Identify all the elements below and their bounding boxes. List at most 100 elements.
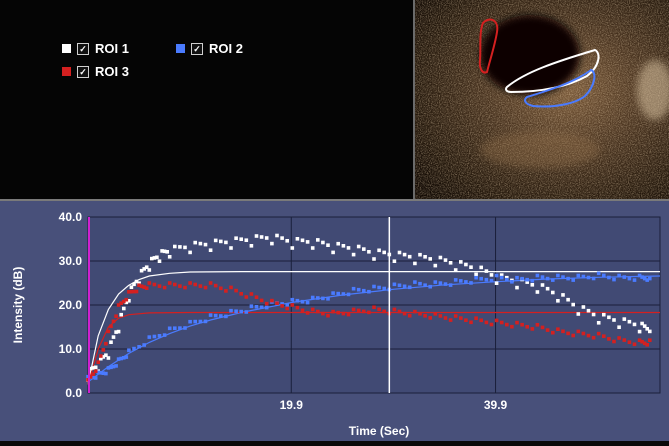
- data-point-roi-1: [535, 290, 540, 294]
- legend-panel: ✓ ROI 1 ✓ ROI 2 ✓ ROI 3: [0, 0, 413, 199]
- data-point-roi-3: [586, 333, 591, 338]
- data-point-roi-3: [622, 338, 627, 342]
- data-point-roi-2: [310, 295, 315, 300]
- roi-1-contour[interactable]: [505, 48, 600, 94]
- data-point-roi-1: [545, 286, 550, 291]
- data-point-roi-2: [571, 278, 575, 282]
- data-point-roi-2: [331, 291, 335, 295]
- data-point-roi-3: [147, 281, 152, 285]
- data-point-roi-3: [127, 290, 131, 294]
- data-point-roi-2: [637, 273, 642, 278]
- data-point-roi-3: [270, 298, 274, 303]
- data-point-roi-3: [219, 286, 223, 291]
- data-point-roi-2: [469, 281, 473, 285]
- data-point-roi-2: [111, 364, 116, 369]
- y-tick-label: 0.0: [65, 386, 82, 400]
- roi-2-contour[interactable]: [524, 68, 596, 108]
- data-point-roi-3: [540, 325, 545, 330]
- data-point-roi-1: [280, 236, 284, 240]
- roi-1-color-swatch: [62, 44, 71, 53]
- data-point-roi-2: [122, 356, 126, 360]
- data-point-roi-3: [290, 303, 295, 307]
- data-point-roi-1: [124, 300, 129, 305]
- legend-item-roi-1[interactable]: ✓ ROI 1: [62, 41, 129, 56]
- roi-2-checkbox[interactable]: ✓: [191, 42, 203, 55]
- data-point-roi-3: [101, 348, 106, 352]
- data-point-roi-2: [91, 375, 95, 380]
- y-axis-label: Intensity (dB): [11, 267, 25, 344]
- data-point-roi-1: [617, 325, 621, 329]
- data-point-roi-3: [129, 289, 134, 294]
- data-point-roi-2: [101, 371, 106, 375]
- legend-item-roi-2[interactable]: ✓ ROI 2: [176, 41, 243, 56]
- data-point-roi-1: [137, 281, 141, 285]
- data-point-roi-1: [336, 241, 340, 246]
- data-point-roi-2: [438, 281, 443, 285]
- data-point-roi-3: [336, 310, 340, 315]
- data-point-roi-2: [106, 366, 111, 370]
- data-point-roi-2: [213, 313, 218, 318]
- data-point-roi-3: [157, 284, 162, 288]
- data-point-roi-3: [627, 340, 632, 344]
- data-point-roi-2: [423, 283, 427, 287]
- data-point-roi-1: [270, 241, 274, 246]
- data-point-roi-1: [134, 279, 139, 284]
- data-point-roi-1: [142, 267, 146, 271]
- data-point-roi-1: [264, 236, 269, 240]
- data-point-roi-3: [167, 281, 172, 285]
- data-point-roi-2: [119, 356, 123, 361]
- data-point-roi-3: [144, 286, 149, 290]
- data-point-roi-1: [147, 268, 152, 272]
- data-point-roi-1: [556, 299, 560, 303]
- data-point-roi-1: [321, 240, 325, 245]
- data-point-roi-3: [310, 307, 315, 312]
- data-point-roi-1: [249, 244, 254, 248]
- roi-3-color-swatch: [62, 67, 71, 76]
- time-intensity-chart[interactable]: 0.0 10.0 20.0 30.0 40.0 19.9 39.9 Intensity (d…: [0, 201, 669, 441]
- data-point-roi-3: [428, 316, 432, 320]
- data-point-roi-1: [423, 255, 427, 259]
- data-point-roi-3: [351, 307, 356, 312]
- data-point-roi-2: [443, 282, 448, 286]
- data-point-roi-1: [479, 265, 483, 270]
- data-point-roi-2: [254, 305, 259, 309]
- data-point-roi-2: [116, 357, 121, 361]
- data-point-roi-2: [556, 273, 560, 278]
- data-point-roi-1: [377, 248, 381, 253]
- data-point-roi-1: [331, 250, 335, 255]
- data-point-roi-2: [627, 276, 632, 281]
- data-point-roi-1: [392, 259, 397, 263]
- data-point-roi-3: [392, 307, 397, 312]
- data-point-roi-3: [152, 282, 157, 287]
- data-point-roi-3: [104, 341, 108, 346]
- data-point-roi-3: [581, 331, 586, 336]
- data-point-roi-1: [586, 308, 591, 313]
- data-point-roi-1: [346, 246, 351, 250]
- y-tick-label: 40.0: [59, 210, 83, 224]
- legend-item-roi-3[interactable]: ✓ ROI 3: [62, 64, 129, 79]
- data-point-roi-1: [637, 329, 642, 334]
- roi-2-label: ROI 2: [209, 41, 243, 56]
- data-point-roi-2: [464, 280, 468, 284]
- data-point-roi-1: [229, 246, 233, 250]
- data-point-roi-1: [551, 290, 555, 295]
- data-point-roi-2: [224, 314, 228, 319]
- roi-3-checkbox[interactable]: ✓: [77, 65, 89, 78]
- data-point-roi-2: [336, 291, 340, 296]
- data-point-roi-2: [208, 313, 213, 317]
- data-point-roi-2: [484, 277, 489, 282]
- data-point-roi-3: [515, 320, 519, 325]
- data-point-roi-3: [356, 308, 361, 313]
- roi-1-checkbox[interactable]: ✓: [77, 42, 89, 55]
- x-tick-label: 19.9: [280, 398, 304, 412]
- data-point-roi-2: [392, 282, 397, 287]
- data-point-roi-2: [596, 271, 601, 276]
- data-point-roi-3: [188, 281, 192, 285]
- data-point-roi-2: [362, 288, 366, 293]
- data-point-roi-1: [203, 242, 208, 247]
- data-point-roi-2: [305, 300, 310, 305]
- data-point-roi-2: [413, 280, 417, 284]
- roi-3-contour[interactable]: [478, 18, 499, 74]
- data-point-roi-3: [178, 284, 182, 288]
- data-point-roi-1: [642, 324, 647, 328]
